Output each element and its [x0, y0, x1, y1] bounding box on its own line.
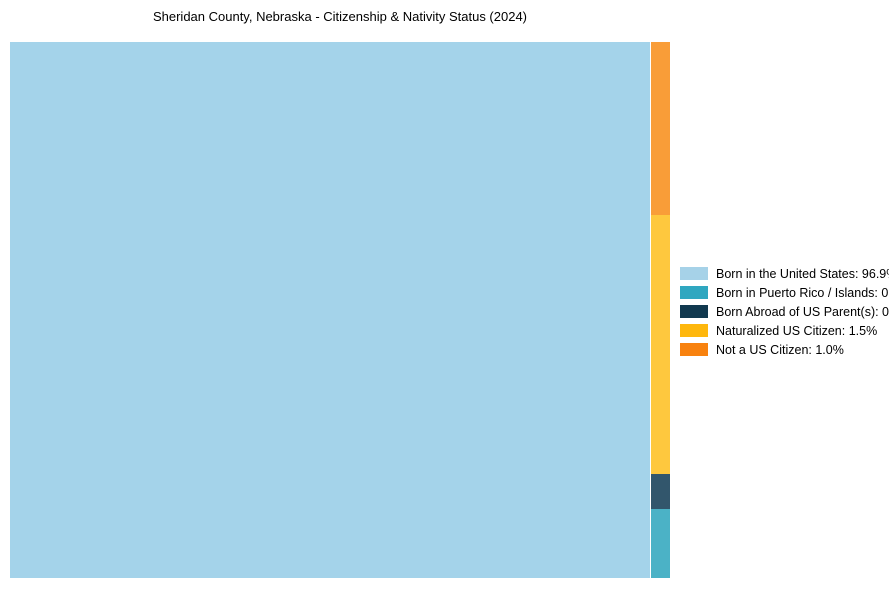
chart-title: Sheridan County, Nebraska - Citizenship … [152, 9, 528, 24]
legend-item-not-a-us-citizen[interactable]: Not a US Citizen: 1.0% [680, 342, 889, 357]
treemap-rect-naturalized-us-citizen[interactable] [650, 214, 670, 475]
legend-item-born-in-us[interactable]: Born in the United States: 96.9% [680, 266, 889, 281]
chart-legend: Born in the United States: 96.9% Born in… [680, 267, 889, 362]
treemap-rect-born-in-puerto-rico[interactable] [650, 508, 670, 578]
treemap-rect-not-a-us-citizen[interactable] [650, 42, 670, 215]
legend-item-label: Born Abroad of US Parent(s): 0.2% [716, 304, 889, 319]
legend-item-born-abroad-us-parents[interactable]: Born Abroad of US Parent(s): 0.2% [680, 304, 889, 319]
treemap-rect-born-in-us[interactable] [10, 42, 650, 578]
legend-item-naturalized-us-citizen[interactable]: Naturalized US Citizen: 1.5% [680, 323, 889, 338]
treemap-plot-area [10, 42, 670, 578]
treemap-minor-column [650, 42, 670, 578]
legend-swatch-icon [680, 343, 708, 356]
legend-item-born-in-puerto-rico[interactable]: Born in Puerto Rico / Islands: 0.4% [680, 285, 889, 300]
legend-swatch-icon [680, 267, 708, 280]
legend-swatch-icon [680, 305, 708, 318]
legend-item-label: Born in Puerto Rico / Islands: 0.4% [716, 285, 889, 300]
legend-item-label: Not a US Citizen: 1.0% [716, 342, 844, 357]
treemap-rect-born-abroad-us-parents[interactable] [650, 474, 670, 509]
legend-item-label: Born in the United States: 96.9% [716, 266, 889, 281]
legend-swatch-icon [680, 286, 708, 299]
legend-swatch-icon [680, 324, 708, 337]
legend-item-label: Naturalized US Citizen: 1.5% [716, 323, 878, 338]
